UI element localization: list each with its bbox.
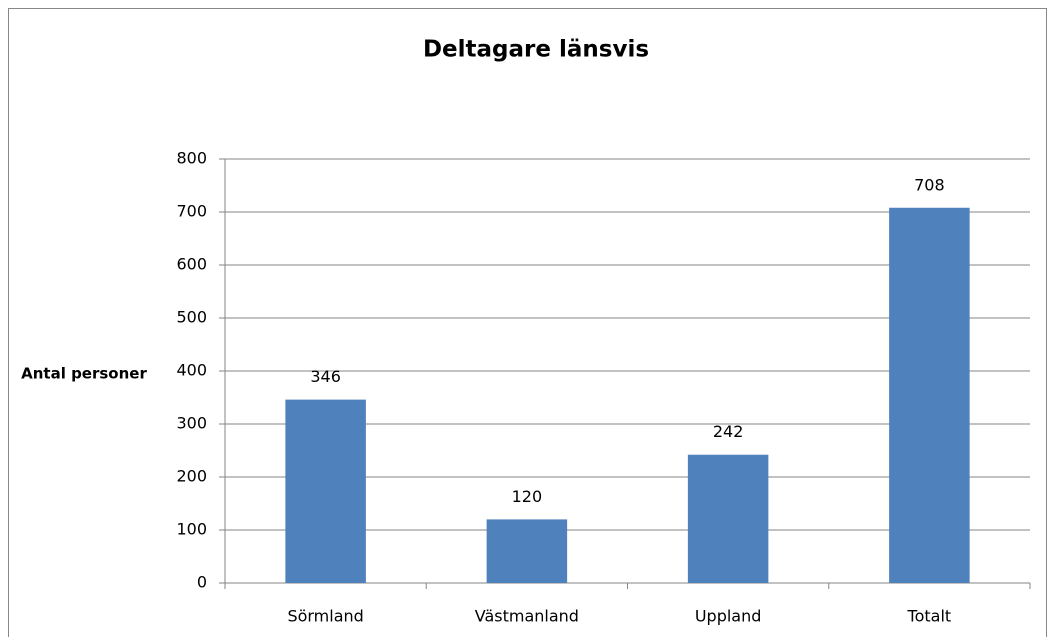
x-tick-label: Totalt (907, 607, 952, 626)
y-tick-label: 0 (197, 573, 207, 592)
y-tick-label: 300 (176, 414, 207, 433)
bar (889, 207, 970, 583)
y-tick-label: 200 (176, 467, 207, 486)
y-tick-label: 700 (176, 202, 207, 221)
data-label: 242 (713, 422, 744, 441)
y-tick-label: 400 (176, 361, 207, 380)
data-label: 346 (310, 367, 341, 386)
y-tick-label: 100 (176, 520, 207, 539)
bar (486, 519, 568, 583)
y-tick-label: 600 (176, 255, 207, 274)
bar (285, 399, 366, 583)
x-tick-label: Västmanland (475, 607, 579, 626)
x-tick-label: Sörmland (287, 607, 363, 626)
y-tick-label: 500 (176, 308, 207, 327)
y-axis-label: Antal personer (21, 365, 147, 383)
data-label: 708 (914, 175, 945, 194)
x-tick-label: Uppland (695, 607, 762, 626)
y-tick-label: 800 (176, 149, 207, 168)
data-label: 120 (512, 487, 543, 506)
bar (687, 454, 769, 583)
chart-title: Deltagare länsvis (423, 37, 649, 63)
